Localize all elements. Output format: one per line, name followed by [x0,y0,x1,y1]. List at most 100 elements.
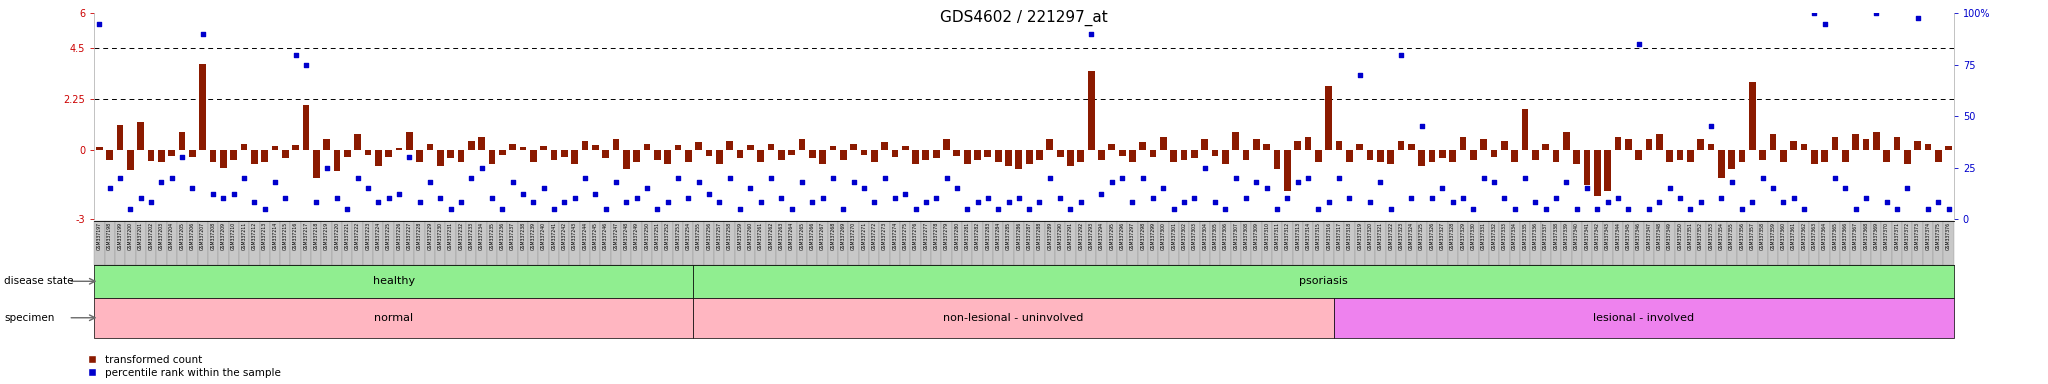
Bar [551,151,557,159]
Bar [1647,139,1653,151]
Text: GSM337220: GSM337220 [334,222,340,250]
Bar [1106,221,1116,265]
Bar [1376,221,1386,265]
Point [899,205,932,212]
Text: GSM337205: GSM337205 [180,222,184,250]
Point [1374,205,1407,212]
Bar [520,147,526,151]
Text: GSM337294: GSM337294 [1100,222,1104,250]
Text: GSM337362: GSM337362 [1802,222,1806,250]
Text: GSM337359: GSM337359 [1772,222,1776,250]
Point [774,205,807,212]
Text: GSM337200: GSM337200 [127,222,133,250]
Bar [735,221,745,265]
Point [125,195,158,201]
Point [207,195,240,201]
Bar [1935,151,1942,162]
Text: GSM337217: GSM337217 [303,222,309,250]
Point [135,199,168,205]
Bar [1841,221,1851,265]
Point [104,175,137,181]
Point [1147,185,1180,191]
Point [1747,175,1780,181]
Point [930,175,963,181]
Bar [1778,221,1788,265]
Bar [623,151,629,169]
Text: GSM337373: GSM337373 [1915,222,1921,250]
Point [227,175,260,181]
Point [1055,205,1087,212]
Bar [1468,221,1479,265]
Bar [262,151,268,162]
Bar [1821,151,1829,162]
Bar [901,146,909,151]
Point [621,195,653,201]
Point [526,185,559,191]
Bar [1552,151,1559,162]
Bar [1128,151,1137,162]
Point [217,191,250,197]
Bar [324,139,330,151]
Bar [446,151,455,158]
Point [1704,195,1737,201]
Point [186,31,219,37]
Point [610,199,643,205]
Point [1642,199,1675,205]
Text: GSM337306: GSM337306 [1223,222,1229,250]
Text: GSM337267: GSM337267 [819,222,825,250]
Point [248,205,281,212]
Text: GSM337336: GSM337336 [1532,222,1538,250]
Bar [758,151,764,162]
Bar [508,221,518,265]
Point [1757,185,1790,191]
Bar [1231,221,1241,265]
Bar [1583,151,1591,185]
Bar [188,151,197,157]
Point [289,62,322,68]
Text: GSM337316: GSM337316 [1327,222,1331,250]
Bar [393,221,403,265]
Text: GSM337266: GSM337266 [809,222,815,250]
Bar [1706,221,1716,265]
Point [817,175,850,181]
Text: GSM337348: GSM337348 [1657,222,1661,250]
Bar [631,221,641,265]
Point [1550,179,1583,185]
Bar [541,146,547,151]
Point [322,195,354,201]
Point [332,205,365,212]
Point [909,199,942,205]
Bar [1438,221,1448,265]
Bar [1458,221,1468,265]
Text: GSM337351: GSM337351 [1688,222,1694,250]
Point [848,185,881,191]
Bar [1364,221,1376,265]
Point [383,191,416,197]
Bar [748,145,754,151]
Text: GSM337376: GSM337376 [1946,222,1952,250]
Bar [1593,151,1602,196]
Point [1024,199,1057,205]
Text: GSM337280: GSM337280 [954,222,958,250]
Bar [1085,221,1096,265]
Bar [1737,221,1747,265]
Bar [694,265,1954,298]
Point [1931,205,1964,212]
Bar [96,147,102,151]
Point [1208,205,1241,212]
Text: GSM337241: GSM337241 [551,222,557,250]
Point [682,179,715,185]
Bar [1520,221,1530,265]
Bar [1780,151,1786,162]
Text: GSM337343: GSM337343 [1606,222,1610,250]
Point [807,195,840,201]
Bar [1872,221,1882,265]
Point [743,199,776,205]
Bar [850,144,856,151]
Bar [1798,221,1808,265]
Bar [1075,221,1085,265]
Bar [1819,221,1829,265]
Point [868,175,901,181]
Bar [1561,221,1571,265]
Bar [1829,221,1841,265]
